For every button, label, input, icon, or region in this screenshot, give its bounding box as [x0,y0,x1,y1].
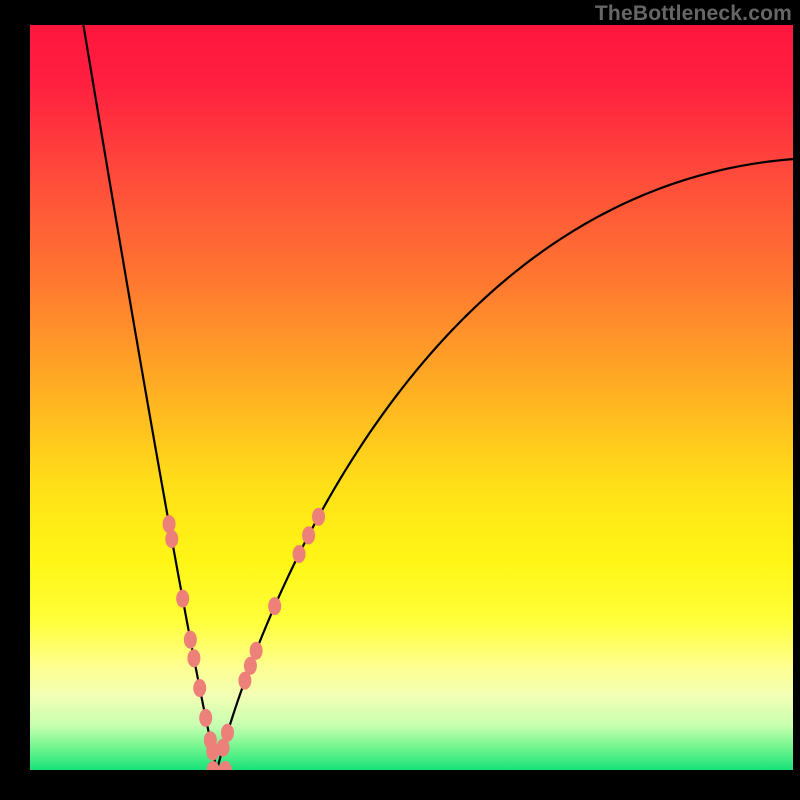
data-marker [293,545,306,563]
chart-root: TheBottleneck.com [0,0,800,800]
plot-area [30,25,793,770]
data-marker [268,597,281,615]
data-marker [302,526,315,544]
data-marker [312,508,325,526]
watermark-text: TheBottleneck.com [595,2,792,26]
data-marker [176,590,189,608]
data-marker [165,530,178,548]
data-marker [199,709,212,727]
data-marker [187,649,200,667]
data-marker [250,642,263,660]
chart-svg [0,0,800,800]
data-marker [193,679,206,697]
data-marker [221,724,234,742]
data-marker [184,631,197,649]
